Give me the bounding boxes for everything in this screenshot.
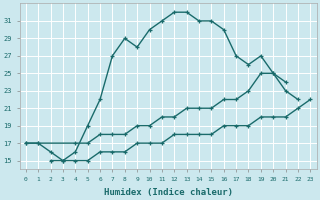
X-axis label: Humidex (Indice chaleur): Humidex (Indice chaleur) — [104, 188, 233, 197]
